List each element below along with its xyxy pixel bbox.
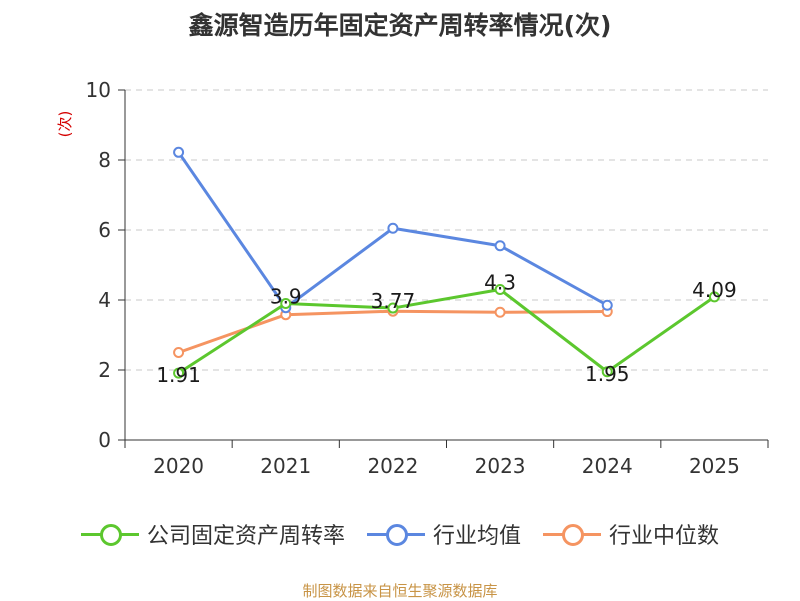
chart-title: 鑫源智造历年固定资产周转率情况(次)	[188, 11, 612, 40]
data-point	[601, 366, 613, 378]
data-point	[494, 240, 506, 252]
data-point	[708, 291, 720, 303]
data-label: 1.95	[585, 362, 630, 386]
y-tick-label: 0	[98, 428, 111, 452]
data-point	[601, 299, 613, 311]
y-tick-label: 2	[98, 358, 111, 382]
legend-swatch-industry-mean	[366, 521, 425, 547]
y-axis-title: (次)	[56, 111, 74, 138]
data-point	[173, 367, 185, 379]
data-label: 3.77	[371, 289, 416, 313]
legend-swatch-industry-median	[543, 521, 601, 547]
legend: 公司固定资产周转率 行业均值 行业中位数	[0, 518, 800, 550]
legend-item-company[interactable]: 公司固定资产周转率	[80, 518, 345, 550]
data-point	[494, 284, 506, 295]
legend-swatch-company	[80, 521, 139, 547]
x-tick-label: 2021	[260, 454, 311, 478]
x-tick-label: 2022	[367, 454, 418, 478]
data-point	[387, 302, 399, 314]
source-note: 制图数据来自恒生聚源数据库	[302, 582, 498, 600]
legend-item-industry-median[interactable]: 行业中位数	[543, 518, 719, 550]
legend-item-industry-mean[interactable]: 行业均值	[366, 518, 521, 550]
data-point	[387, 222, 399, 234]
x-tick-label: 2023	[475, 454, 526, 478]
legend-label-industry-median: 行业中位数	[609, 524, 720, 549]
data-label: 1.91	[156, 363, 201, 387]
legend-label-company: 公司固定资产周转率	[146, 524, 345, 549]
data-label: 3.9	[270, 285, 302, 309]
y-tick-label: 8	[98, 148, 111, 172]
data-point	[173, 347, 185, 358]
x-tick-label: 2025	[689, 454, 740, 478]
series-line-0	[177, 288, 716, 375]
legend-label-industry-mean: 行业均值	[432, 524, 521, 549]
x-tick-label: 2024	[582, 454, 633, 478]
data-point	[280, 298, 292, 309]
data-label: 4.09	[692, 278, 737, 302]
data-point	[494, 306, 506, 318]
y-tick-label: 10	[86, 78, 111, 102]
x-tick-label: 2020	[153, 454, 204, 478]
y-tick-label: 4	[98, 288, 111, 312]
data-label: 4.3	[484, 271, 516, 295]
y-tick-label: 6	[98, 218, 111, 242]
data-point	[173, 146, 185, 158]
